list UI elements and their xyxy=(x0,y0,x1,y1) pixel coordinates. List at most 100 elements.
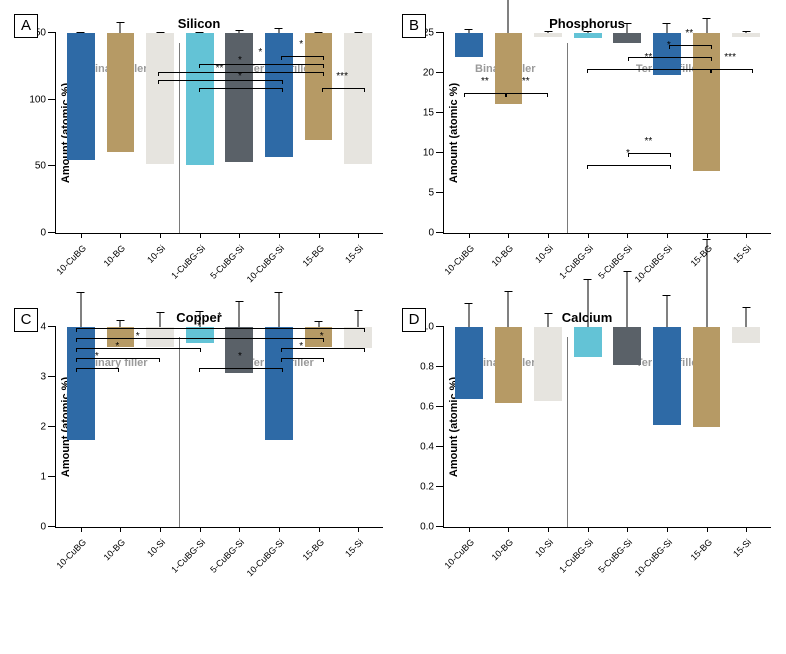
bar xyxy=(613,327,641,365)
significance-bracket xyxy=(76,338,323,342)
x-tick-label: 10-CuBG xyxy=(442,537,476,571)
x-tick-label: 10-CuBG-Si xyxy=(245,537,286,578)
error-bar xyxy=(666,295,667,327)
error-bar xyxy=(160,312,161,327)
y-tick-label: 0.0 xyxy=(420,522,444,533)
x-tick-label: 5-CuBG-Si xyxy=(597,537,635,575)
x-tick-label: 10-CuBG-Si xyxy=(245,243,286,284)
significance-star: ** xyxy=(481,77,489,87)
error-bar xyxy=(80,292,81,327)
bar xyxy=(693,327,721,427)
bar xyxy=(186,33,214,165)
bar xyxy=(67,33,95,160)
significance-bracket xyxy=(322,88,365,92)
bar-slot: 10-BG xyxy=(101,327,141,527)
significance-star: ** xyxy=(522,77,530,87)
significance-star: * xyxy=(299,40,303,50)
y-tick-label: 4 xyxy=(40,322,56,333)
bar-slot: 15-Si xyxy=(338,33,378,233)
bar xyxy=(732,327,760,343)
x-tick-label: 10-Si xyxy=(145,537,167,559)
panel-letter: A xyxy=(14,14,38,38)
error-bar xyxy=(548,31,549,33)
significance-star: ** xyxy=(685,29,693,39)
x-tick xyxy=(81,527,82,532)
y-tick-label: 2 xyxy=(40,422,56,433)
error-bar xyxy=(239,30,240,33)
error-bar xyxy=(746,31,747,33)
significance-bracket xyxy=(281,56,324,60)
x-tick xyxy=(707,233,708,238)
x-tick-label: 15-BG xyxy=(300,243,325,268)
bar xyxy=(265,327,293,440)
x-tick xyxy=(746,527,747,532)
bar xyxy=(732,33,760,37)
significance-bracket xyxy=(76,348,201,352)
x-tick xyxy=(588,233,589,238)
x-tick xyxy=(160,527,161,532)
panel-letter: B xyxy=(402,14,426,38)
bar xyxy=(67,327,95,440)
x-tick xyxy=(120,527,121,532)
error-bar xyxy=(278,28,279,33)
x-tick xyxy=(319,233,320,238)
significance-bracket xyxy=(158,72,324,76)
bar-slot: 15-BG xyxy=(299,327,339,527)
x-tick xyxy=(358,527,359,532)
chart-title: Silicon xyxy=(10,16,388,31)
bar-slot: 1-CuBG-Si xyxy=(568,33,608,233)
bar xyxy=(455,33,483,57)
panel-a: ASiliconAmount (atomic %)050100150Binary… xyxy=(10,10,388,294)
bar-slot: 10-BG xyxy=(489,327,529,527)
error-bar xyxy=(160,32,161,33)
x-tick xyxy=(239,527,240,532)
y-tick-label: 0 xyxy=(428,228,444,239)
error-bar xyxy=(278,292,279,327)
bar-slot: 10-Si xyxy=(140,327,180,527)
bars-container: 10-CuBG10-BG10-Si1-CuBG-Si5-CuBG-Si10-Cu… xyxy=(444,327,771,527)
error-bar xyxy=(120,320,121,328)
x-tick xyxy=(120,233,121,238)
error-bar xyxy=(587,279,588,327)
bar-slot: 10-Si xyxy=(528,327,568,527)
significance-bracket xyxy=(76,358,160,362)
error-bar xyxy=(706,18,707,33)
significance-star: *** xyxy=(724,53,736,63)
bar xyxy=(455,327,483,399)
significance-bracket xyxy=(587,69,712,73)
error-bar xyxy=(239,301,240,327)
significance-bracket xyxy=(199,88,283,92)
x-tick-label: 10-CuBG xyxy=(54,243,88,277)
x-tick xyxy=(279,233,280,238)
y-tick-label: 10 xyxy=(423,148,444,159)
x-tick-label: 10-BG xyxy=(490,243,515,268)
bar-slot: 15-Si xyxy=(338,327,378,527)
x-tick xyxy=(279,527,280,532)
x-tick xyxy=(469,233,470,238)
x-tick-label: 1-CuBG-Si xyxy=(557,537,595,575)
y-tick-label: 15 xyxy=(423,108,444,119)
x-tick xyxy=(667,233,668,238)
x-tick-label: 10-Si xyxy=(533,243,555,265)
x-tick-label: 10-CuBG xyxy=(54,537,88,571)
x-tick xyxy=(548,527,549,532)
x-tick-label: 10-CuBG-Si xyxy=(633,243,674,284)
error-bar xyxy=(80,32,81,33)
y-tick-label: 100 xyxy=(29,94,56,105)
bar-slot: 10-CuBG xyxy=(61,33,101,233)
panel-letter: D xyxy=(402,308,426,332)
bar-slot: 10-Si xyxy=(140,33,180,233)
error-bar xyxy=(706,239,707,327)
x-tick-label: 1-CuBG-Si xyxy=(557,243,595,281)
significance-bracket xyxy=(628,57,712,61)
bar xyxy=(653,327,681,425)
bar-slot: 15-BG xyxy=(687,327,727,527)
y-tick-label: 25 xyxy=(423,28,444,39)
bar-slot: 15-BG xyxy=(687,33,727,233)
bars-container: 10-CuBG10-BG10-Si1-CuBG-Si5-CuBG-Si10-Cu… xyxy=(56,327,383,527)
chart-grid: ASiliconAmount (atomic %)050100150Binary… xyxy=(10,10,776,588)
bar xyxy=(225,327,253,373)
x-tick xyxy=(508,233,509,238)
error-bar xyxy=(468,29,469,33)
error-bar xyxy=(199,32,200,33)
